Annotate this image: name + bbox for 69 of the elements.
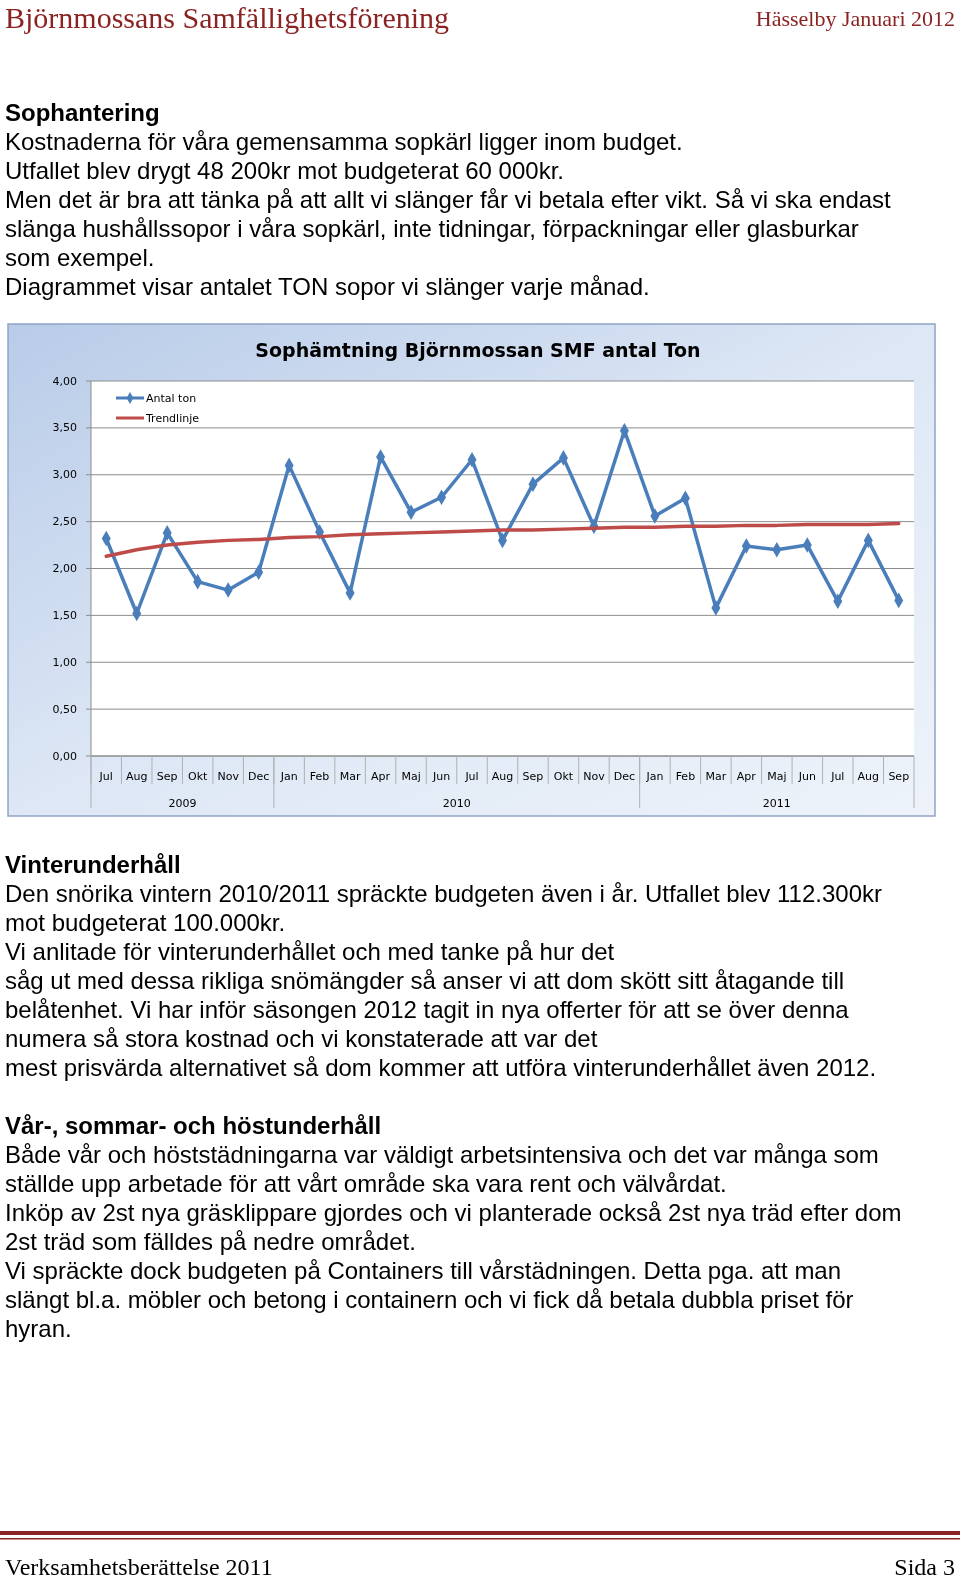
text: som exempel.	[5, 243, 155, 271]
x-tick-label: Maj	[401, 769, 421, 783]
text: Sida 3	[894, 1554, 955, 1580]
text: Vi anlitade för vinterunderhållet och med tanke på hur det	[5, 937, 615, 965]
x-tick-label: Nov	[217, 769, 240, 783]
y-tick-label: 4,00	[52, 374, 77, 388]
y-tick-label: 1,50	[52, 608, 77, 622]
y-tick-label: 0,50	[52, 702, 77, 716]
x-tick-label: Feb	[309, 769, 330, 783]
x-tick-label: Jul	[98, 769, 113, 783]
text: slänga hushållssopor i våra sopkärl, inte tidningar, förpackningar eller glasburkar	[5, 214, 859, 242]
x-tick-label: Jan	[279, 769, 298, 783]
text: 2st träd som fälldes på nedre området.	[5, 1227, 416, 1255]
text: Utfallet blev drygt 48 200kr mot budgeterat 60 000kr.	[5, 156, 564, 184]
x-tick-label: Jun	[431, 769, 451, 783]
text: Vinterunderhåll	[5, 850, 181, 878]
legend-label: Antal ton	[146, 391, 197, 405]
legend-label: Trendlinje	[145, 411, 200, 425]
x-tick-label: Nov	[583, 769, 606, 783]
y-tick-label: 0,00	[52, 749, 77, 763]
text: Sophantering	[5, 98, 160, 126]
x-tick-label: Sep	[156, 769, 178, 783]
text: hyran.	[5, 1314, 72, 1342]
text: 2009	[168, 796, 197, 810]
y-tick-label: 1,00	[52, 655, 77, 669]
text: belåtenhet. Vi har inför säsongen 2012 tagit in nya offerter för att se över denna	[5, 995, 850, 1023]
y-tick-label: 3,50	[52, 421, 77, 435]
text: numera så stora kostnad och vi konstaterade att var det	[5, 1024, 598, 1052]
x-tick-label: Sep	[888, 769, 910, 783]
text: 2011	[762, 796, 791, 810]
text: Verksamhetsberättelse 2011	[5, 1554, 273, 1580]
text: Vår-, sommar- och höstunderhåll	[5, 1111, 382, 1139]
x-tick-label: Sep	[522, 769, 544, 783]
x-tick-label: Jun	[797, 769, 816, 783]
x-tick-label: Jul	[830, 769, 845, 783]
x-tick-label: Jan	[645, 769, 664, 783]
x-tick-label: Jul	[464, 769, 479, 783]
text: Den snörika vintern 2010/2011 spräckte budgeten även i år. Utfallet blev 112.300kr	[5, 879, 882, 907]
y-tick-label: 3,00	[52, 468, 77, 482]
text: mest prisvärda alternativet så dom kommer att utföra vinterunderhållet även 2012.	[5, 1053, 877, 1081]
text: Björnmossans Samfällighetsförening	[5, 0, 450, 34]
x-tick-label: Mar	[339, 769, 361, 783]
text: Både vår och höststädningarna var väldigt arbetsintensiva och det var många som	[5, 1140, 879, 1168]
x-tick-label: Aug	[491, 769, 514, 783]
text: slängt bl.a. möbler och betong i containern och vi fick då betala dubbla priset för	[5, 1285, 854, 1313]
text: ställde upp arbetade för att vårt område ska vara rent och välvårdat.	[5, 1169, 727, 1197]
text: Kostnaderna för våra gemensamma sopkärl ligger inom budget.	[5, 127, 683, 155]
x-tick-label: Feb	[675, 769, 696, 783]
text: såg ut med dessa rikliga snömängder så anser vi att dom skött sitt åtagande till	[5, 966, 845, 994]
x-tick-label: Dec	[613, 769, 636, 783]
text: Vi spräckte dock budgeten på Containers till vårstädningen. Detta pga. att man	[5, 1256, 842, 1284]
x-tick-label: Apr	[371, 769, 391, 783]
x-tick-label: Aug	[857, 769, 880, 783]
x-tick-label: Okt	[188, 769, 209, 783]
text: Inköp av 2st nya gräsklippare gjordes och vi planterade också 2st nya träd efter dom	[5, 1198, 902, 1226]
y-tick-label: 2,00	[52, 562, 77, 575]
x-tick-label: Dec	[248, 769, 270, 783]
y-tick-label: 2,50	[52, 515, 77, 529]
text: mot budgeterat 100.000kr.	[5, 908, 286, 936]
text: Men det är bra att tänka på att allt vi slänger får vi betala efter vikt. Så vi ska endast	[5, 185, 892, 213]
text: Hässelby Januari 2012	[755, 5, 955, 31]
x-tick-label: Okt	[553, 769, 574, 783]
text: 2010	[442, 796, 471, 810]
x-tick-label: Apr	[736, 769, 757, 783]
chart-title: Sophämtning Björnmossan SMF antal Ton	[255, 339, 701, 361]
x-tick-label: Maj	[767, 769, 787, 783]
x-tick-label: Aug	[125, 769, 148, 783]
x-tick-label: Mar	[705, 769, 727, 783]
text: Diagrammet visar antalet TON sopor vi slänger varje månad.	[5, 272, 650, 300]
